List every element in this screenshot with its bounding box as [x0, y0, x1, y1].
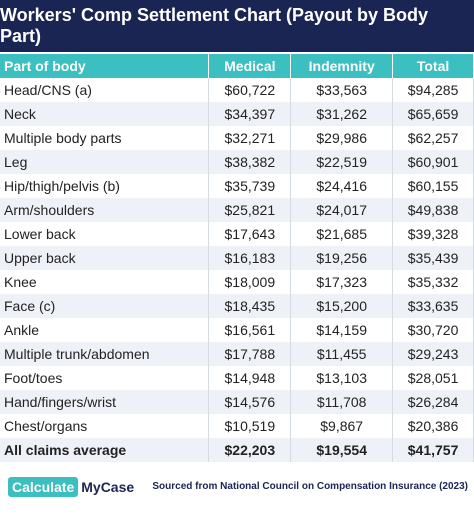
row: All claims average $22,203 $19,554 $41,757: [0, 438, 474, 462]
cell: $29,986: [290, 126, 394, 150]
cell: All claims average: [0, 438, 210, 462]
cell: $16,561: [208, 318, 292, 342]
cell: $14,576: [208, 390, 292, 414]
row: Foot/toes $14,948 $13,103 $28,051: [0, 366, 474, 390]
cell: $60,901: [392, 150, 474, 174]
cell: $28,051: [392, 366, 474, 390]
cell: $33,563: [290, 78, 394, 102]
row: Arm/shoulders $25,821 $24,017 $49,838: [0, 198, 474, 222]
cell: $41,757: [392, 438, 474, 462]
cell: $35,332: [392, 270, 474, 294]
cell: $31,262: [290, 102, 394, 126]
cell: $29,243: [392, 342, 474, 366]
logo-right: MyCase: [81, 479, 135, 495]
row: Multiple body parts $32,271 $29,986 $62,257: [0, 126, 474, 150]
cell: $11,708: [290, 390, 394, 414]
header-row: Part of body Medical Indemnity Total: [0, 54, 474, 78]
title: Workers' Comp Settlement Chart (Payout b…: [0, 0, 474, 52]
cell: $24,416: [290, 174, 394, 198]
cell: $34,397: [208, 102, 292, 126]
cell: Hand/fingers/wrist: [0, 390, 210, 414]
cell: $13,103: [290, 366, 394, 390]
cell: $14,948: [208, 366, 292, 390]
cell: Hip/thigh/pelvis (b): [0, 174, 210, 198]
column-header: Medical: [208, 54, 292, 78]
cell: $15,200: [290, 294, 394, 318]
row: Head/CNS (a) $60,722 $33,563 $94,285: [0, 78, 474, 102]
cell: Foot/toes: [0, 366, 210, 390]
cell: Ankle: [0, 318, 210, 342]
row: Lower back $17,643 $21,685 $39,328: [0, 222, 474, 246]
row: Neck $34,397 $31,262 $65,659: [0, 102, 474, 126]
cell: Multiple body parts: [0, 126, 210, 150]
cell: $39,328: [392, 222, 474, 246]
row: Multiple trunk/abdomen $17,788 $11,455 $29,…: [0, 342, 474, 366]
cell: $14,159: [290, 318, 394, 342]
footer: Calculate MyCase Sourced from National C…: [0, 462, 474, 514]
cell: $17,323: [290, 270, 394, 294]
row: Hand/fingers/wrist $14,576 $11,708 $26,284: [0, 390, 474, 414]
row: Chest/organs $10,519 $9,867 $20,386: [0, 414, 474, 438]
column-header: Indemnity: [290, 54, 394, 78]
source: Sourced from National Council on Compens…: [152, 481, 468, 492]
column-header: Part of body: [0, 54, 210, 78]
cell: $20,386: [392, 414, 474, 438]
cell: $33,635: [392, 294, 474, 318]
table: Part of body Medical Indemnity Total Head/CN…: [0, 54, 474, 462]
cell: Face (c): [0, 294, 210, 318]
cell: $32,271: [208, 126, 292, 150]
row: Upper back $16,183 $19,256 $35,439: [0, 246, 474, 270]
cell: $35,739: [208, 174, 292, 198]
cell: $17,643: [208, 222, 292, 246]
cell: $25,821: [208, 198, 292, 222]
cell: $16,183: [208, 246, 292, 270]
cell: Multiple trunk/abdomen: [0, 342, 210, 366]
row: Knee $18,009 $17,323 $35,332: [0, 270, 474, 294]
logo-left: Calculate: [8, 477, 79, 497]
cell: Arm/shoulders: [0, 198, 210, 222]
cell: $38,382: [208, 150, 292, 174]
cell: Chest/organs: [0, 414, 210, 438]
cell: $19,256: [290, 246, 394, 270]
cell: $10,519: [208, 414, 292, 438]
cell: $49,838: [392, 198, 474, 222]
column-header: Total: [392, 54, 474, 78]
cell: Head/CNS (a): [0, 78, 210, 102]
cell: $24,017: [290, 198, 394, 222]
cell: $19,554: [290, 438, 394, 462]
cell: Leg: [0, 150, 210, 174]
row: Hip/thigh/pelvis (b) $35,739 $24,416 $60,15…: [0, 174, 474, 198]
cell: $22,519: [290, 150, 394, 174]
cell: Neck: [0, 102, 210, 126]
cell: $94,285: [392, 78, 474, 102]
cell: $18,009: [208, 270, 292, 294]
cell: $22,203: [208, 438, 292, 462]
cell: $60,722: [208, 78, 292, 102]
cell: $30,720: [392, 318, 474, 342]
cell: Lower back: [0, 222, 210, 246]
cell: $9,867: [290, 414, 394, 438]
cell: $17,788: [208, 342, 292, 366]
row: Leg $38,382 $22,519 $60,901: [0, 150, 474, 174]
cell: $21,685: [290, 222, 394, 246]
cell: Knee: [0, 270, 210, 294]
cell: $60,155: [392, 174, 474, 198]
cell: $62,257: [392, 126, 474, 150]
cell: $35,439: [392, 246, 474, 270]
cell: $18,435: [208, 294, 292, 318]
cell: $65,659: [392, 102, 474, 126]
cell: Upper back: [0, 246, 210, 270]
cell: $11,455: [290, 342, 394, 366]
row: Ankle $16,561 $14,159 $30,720: [0, 318, 474, 342]
row: Face (c) $18,435 $15,200 $33,635: [0, 294, 474, 318]
logo: Calculate MyCase: [8, 477, 137, 497]
cell: $26,284: [392, 390, 474, 414]
